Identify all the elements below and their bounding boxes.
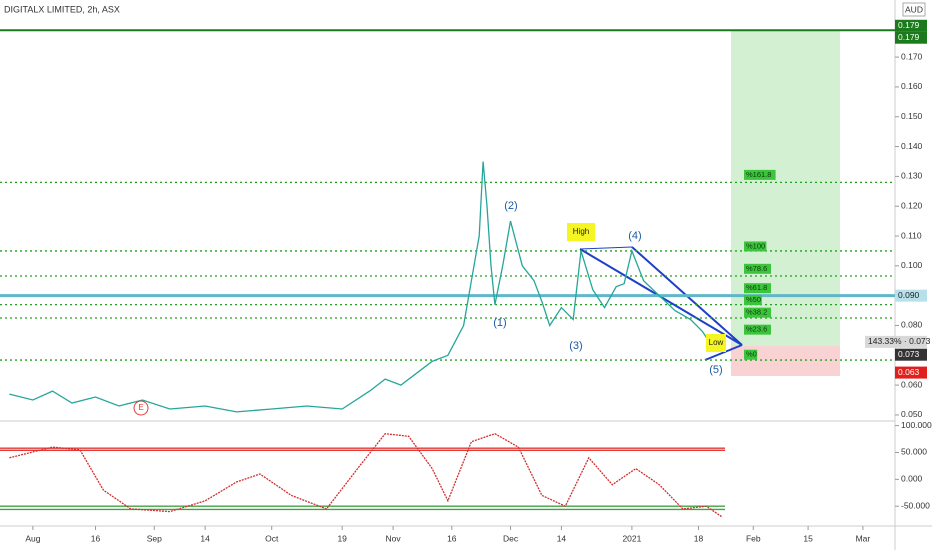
- fib-label-box: [744, 307, 771, 318]
- annotation: E: [138, 403, 143, 412]
- price-label: 0.179: [898, 32, 920, 42]
- y-tick-label: 100.000: [901, 420, 932, 430]
- fib-label-box: [744, 349, 758, 360]
- fib-label: %50: [746, 295, 761, 304]
- fib-label-box: [744, 295, 762, 306]
- price-label: 143.33% · 0.073: [868, 336, 931, 346]
- x-tick-label: 14: [557, 533, 567, 543]
- x-tick-label: Mar: [856, 533, 871, 543]
- x-tick-label: 2021: [622, 533, 641, 543]
- earnings-marker: [133, 400, 149, 416]
- y-tick-label: 0.160: [901, 81, 923, 91]
- series-line: [9, 161, 727, 413]
- annotation: (5): [709, 364, 722, 376]
- fib-label-box: [744, 283, 771, 294]
- y-tick-label: 0.170: [901, 51, 923, 61]
- y-tick-label: 0.150: [901, 111, 923, 121]
- currency: AUD: [905, 4, 923, 14]
- y-tick-label: 0.000: [901, 474, 923, 484]
- fib-label-box: [744, 169, 776, 180]
- x-tick-label: Nov: [386, 533, 402, 543]
- note-box: [706, 334, 726, 352]
- note-box: [567, 223, 595, 241]
- price-label: 0.073: [898, 349, 920, 359]
- annotation: Low: [709, 338, 724, 347]
- price-label-box: [895, 31, 927, 44]
- x-tick-label: 16: [91, 533, 101, 543]
- annotation: (3): [569, 340, 582, 352]
- y-tick-label: 0.050: [901, 409, 923, 419]
- channel-line: [579, 246, 633, 250]
- x-tick-label: Feb: [746, 533, 761, 543]
- y-tick-label: 50.000: [901, 447, 927, 457]
- series-line: [9, 432, 723, 518]
- fib-label: %78.6: [746, 264, 767, 273]
- fib-label: %0: [746, 350, 757, 359]
- fib-label-box: [744, 241, 767, 252]
- price-label: 0.063: [898, 367, 920, 377]
- profit-zone: [731, 30, 840, 346]
- y-tick-label: 0.100: [901, 260, 923, 270]
- fib-label: %23.6: [746, 325, 767, 334]
- currency-box: [902, 2, 926, 17]
- x-tick-label: 16: [447, 533, 457, 543]
- y-tick-label: 0.140: [901, 141, 923, 151]
- price-label: 0.090: [898, 290, 920, 300]
- annotation: (4): [628, 230, 641, 242]
- x-tick-label: 14: [200, 533, 210, 543]
- price-label-box: [895, 366, 927, 379]
- y-tick-label: 0.110: [901, 230, 922, 240]
- y-tick-label: 0.120: [901, 200, 923, 210]
- chart-title: DIGITALX LIMITED, 2h, ASX: [4, 4, 120, 14]
- y-tick-label: 0.080: [901, 320, 923, 330]
- x-tick-label: Sep: [147, 533, 162, 543]
- annotation: High: [573, 227, 589, 236]
- x-tick-label: 15: [803, 533, 813, 543]
- fib-label: %61.8: [746, 283, 767, 292]
- y-tick-label: 0.130: [901, 171, 923, 181]
- y-tick-label: -50.000: [901, 500, 930, 510]
- fib-label-box: [744, 324, 771, 335]
- channel-line: [704, 344, 743, 361]
- annotation: (1): [493, 317, 506, 329]
- x-tick-label: 18: [694, 533, 704, 543]
- y-tick-label: 0.060: [901, 379, 923, 389]
- x-tick-label: Aug: [25, 533, 40, 543]
- fib-label: %100: [746, 241, 765, 250]
- price-label: 0.179: [898, 20, 920, 30]
- price-label-box: [895, 348, 927, 361]
- x-tick-label: Oct: [265, 533, 279, 543]
- price-label-box: [895, 289, 927, 302]
- price-label-box: [895, 19, 927, 32]
- fib-label: %161.8: [746, 170, 771, 179]
- annotation: (2): [504, 200, 517, 212]
- fib-label: %38.2: [746, 308, 767, 317]
- x-tick-label: 19: [337, 533, 347, 543]
- x-tick-label: Dec: [503, 533, 519, 543]
- fib-label-box: [744, 263, 771, 274]
- price-label-box: [865, 335, 927, 348]
